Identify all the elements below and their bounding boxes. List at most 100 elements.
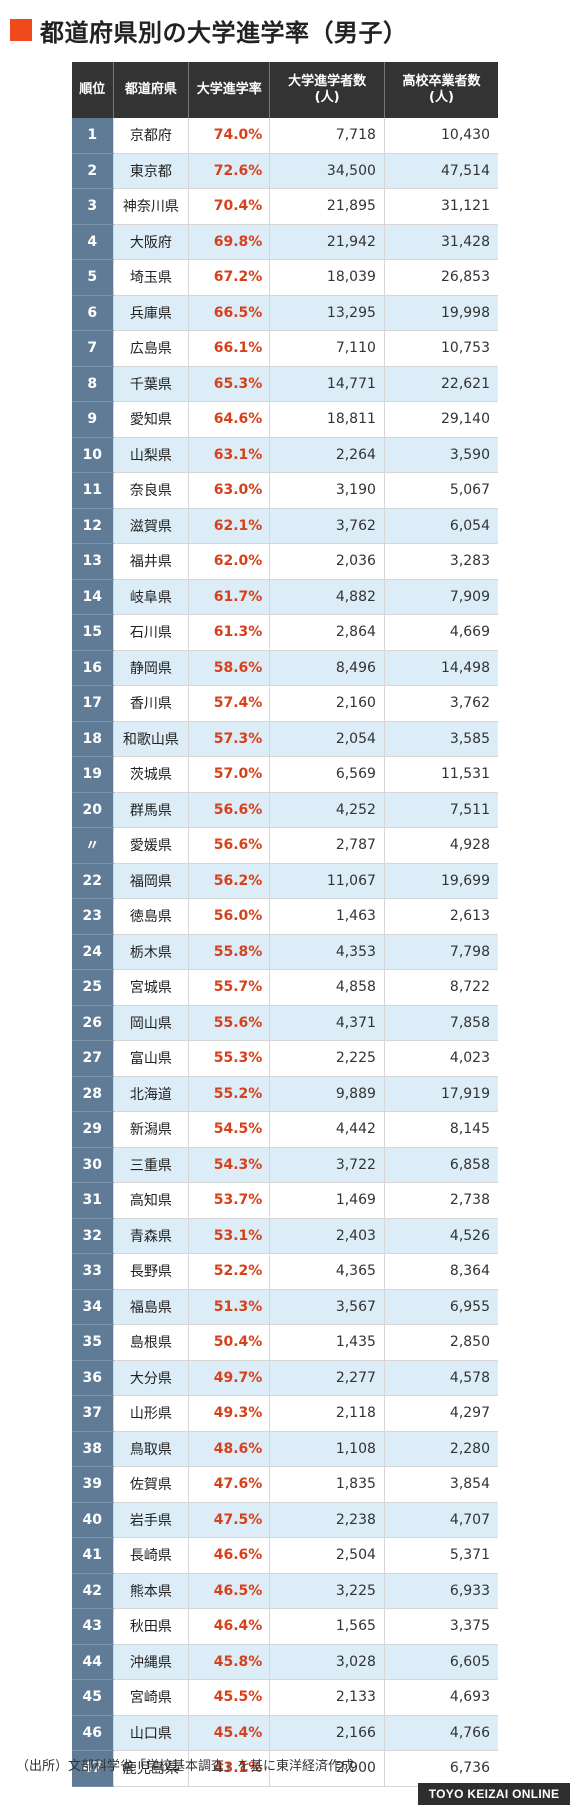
- rank-cell: 44: [72, 1644, 114, 1680]
- prefecture-cell: 広島県: [112, 330, 189, 367]
- rate-cell: 65.3%: [188, 366, 270, 402]
- rank-cell: 14: [72, 579, 114, 615]
- graduates-cell: 17,919: [383, 1076, 498, 1112]
- rate-cell: 57.0%: [188, 756, 270, 793]
- rank-cell: 9: [72, 401, 114, 438]
- rate-cell: 45.4%: [188, 1715, 270, 1751]
- rate-cell: 58.6%: [188, 650, 270, 686]
- rank-cell: 4: [72, 224, 114, 260]
- graduates-cell: 4,669: [383, 614, 498, 651]
- graduates-cell: 4,526: [383, 1218, 498, 1254]
- rate-cell: 62.1%: [188, 508, 270, 544]
- entrants-cell: 7,110: [269, 330, 385, 367]
- graduates-cell: 2,613: [383, 898, 498, 935]
- graduates-cell: 19,998: [383, 295, 498, 331]
- graduates-cell: 2,738: [383, 1182, 498, 1219]
- rank-cell: 41: [72, 1537, 114, 1574]
- rate-cell: 51.3%: [188, 1289, 270, 1325]
- rate-cell: 56.6%: [188, 792, 270, 828]
- graduates-cell: 19,699: [383, 863, 498, 899]
- rank-cell: 43: [72, 1608, 114, 1645]
- graduates-cell: 4,928: [383, 827, 498, 864]
- graduates-cell: 8,722: [383, 969, 498, 1006]
- rank-cell: 39: [72, 1466, 114, 1503]
- table-row: 〃愛媛県 56.6% 2,787 4,928: [72, 827, 498, 864]
- table-row: 46 山口県 45.4% 2,166 4,766: [72, 1715, 498, 1751]
- rank-cell: 20: [72, 792, 114, 828]
- entrants-cell: 34,500: [269, 153, 385, 189]
- prefecture-cell: 秋田県: [112, 1608, 189, 1645]
- entrants-cell: 18,039: [269, 259, 385, 296]
- page-title: 都道府県別の大学進学率（男子）: [40, 18, 408, 47]
- table-row: 2 東京都 72.6% 34,500 47,514: [72, 153, 498, 189]
- table-row: 13 福井県 62.0% 2,036 3,283: [72, 543, 498, 580]
- graduates-cell: 47,514: [383, 153, 498, 189]
- prefecture-cell: 兵庫県: [112, 295, 189, 331]
- rate-cell: 66.1%: [188, 330, 270, 367]
- rate-cell: 56.0%: [188, 898, 270, 935]
- brand-logo: TOYO KEIZAI ONLINE: [418, 1783, 570, 1805]
- table-row: 39 佐賀県 47.6% 1,835 3,854: [72, 1466, 498, 1503]
- graduates-cell: 4,766: [383, 1715, 498, 1751]
- rate-cell: 74.0%: [188, 118, 270, 154]
- rate-cell: 72.6%: [188, 153, 270, 189]
- table-row: 35 島根県 50.4% 1,435 2,850: [72, 1324, 498, 1361]
- graduates-cell: 6,736: [383, 1750, 498, 1787]
- prefecture-cell: 三重県: [112, 1147, 189, 1183]
- rank-cell: 29: [72, 1111, 114, 1148]
- rate-cell: 46.5%: [188, 1573, 270, 1609]
- graduates-cell: 4,693: [383, 1679, 498, 1716]
- rate-cell: 63.1%: [188, 437, 270, 473]
- prefecture-cell: 大阪府: [112, 224, 189, 260]
- rank-cell: 22: [72, 863, 114, 899]
- prefecture-cell: 福岡県: [112, 863, 189, 899]
- rate-cell: 63.0%: [188, 472, 270, 509]
- prefecture-cell: 青森県: [112, 1218, 189, 1254]
- graduates-cell: 31,121: [383, 188, 498, 225]
- graduates-cell: 22,621: [383, 366, 498, 402]
- entrants-cell: 2,864: [269, 614, 385, 651]
- prefecture-cell: 大分県: [112, 1360, 189, 1396]
- graduates-cell: 7,798: [383, 934, 498, 970]
- rate-cell: 54.5%: [188, 1111, 270, 1148]
- rank-cell: 11: [72, 472, 114, 509]
- table-row: 24 栃木県 55.8% 4,353 7,798: [72, 934, 498, 970]
- rank-cell: 27: [72, 1040, 114, 1077]
- rank-cell: 12: [72, 508, 114, 544]
- entrants-cell: 4,442: [269, 1111, 385, 1148]
- table-row: 9 愛知県 64.6% 18,811 29,140: [72, 401, 498, 438]
- graduates-cell: 7,858: [383, 1005, 498, 1041]
- entrants-cell: 13,295: [269, 295, 385, 331]
- rate-cell: 64.6%: [188, 401, 270, 438]
- table-row: 18 和歌山県 57.3% 2,054 3,585: [72, 721, 498, 757]
- table-row: 7 広島県 66.1% 7,110 10,753: [72, 330, 498, 367]
- title-marker: [10, 19, 32, 41]
- entrants-cell: 4,252: [269, 792, 385, 828]
- table-row: 32 青森県 53.1% 2,403 4,526: [72, 1218, 498, 1254]
- rate-cell: 55.6%: [188, 1005, 270, 1041]
- rank-cell: 25: [72, 969, 114, 1006]
- entrants-cell: 21,895: [269, 188, 385, 225]
- entrants-cell: 4,882: [269, 579, 385, 615]
- rate-cell: 46.4%: [188, 1608, 270, 1645]
- prefecture-cell: 岐阜県: [112, 579, 189, 615]
- table-row: 29 新潟県 54.5% 4,442 8,145: [72, 1111, 498, 1148]
- table-row: 30 三重県 54.3% 3,722 6,858: [72, 1147, 498, 1183]
- table-row: 22 福岡県 56.2% 11,067 19,699: [72, 863, 498, 899]
- table-row: 3 神奈川県 70.4% 21,895 31,121: [72, 188, 498, 225]
- rate-cell: 55.8%: [188, 934, 270, 970]
- table-row: 10 山梨県 63.1% 2,264 3,590: [72, 437, 498, 473]
- prefecture-cell: 島根県: [112, 1324, 189, 1361]
- prefecture-cell: 愛媛県: [112, 827, 189, 864]
- table-row: 14 岐阜県 61.7% 4,882 7,909: [72, 579, 498, 615]
- prefecture-cell: 山口県: [112, 1715, 189, 1751]
- rank-cell: 32: [72, 1218, 114, 1254]
- graduates-cell: 5,371: [383, 1537, 498, 1574]
- rank-cell: 6: [72, 295, 114, 331]
- rate-cell: 43.1%: [188, 1750, 270, 1787]
- graduates-cell: 7,909: [383, 579, 498, 615]
- table-row: 23 徳島県 56.0% 1,463 2,613: [72, 898, 498, 935]
- rank-cell: 33: [72, 1253, 114, 1290]
- source-note: （出所）文部科学省「学校基本調査」を基に東洋経済作成: [16, 1759, 355, 1774]
- prefecture-cell: 佐賀県: [112, 1466, 189, 1503]
